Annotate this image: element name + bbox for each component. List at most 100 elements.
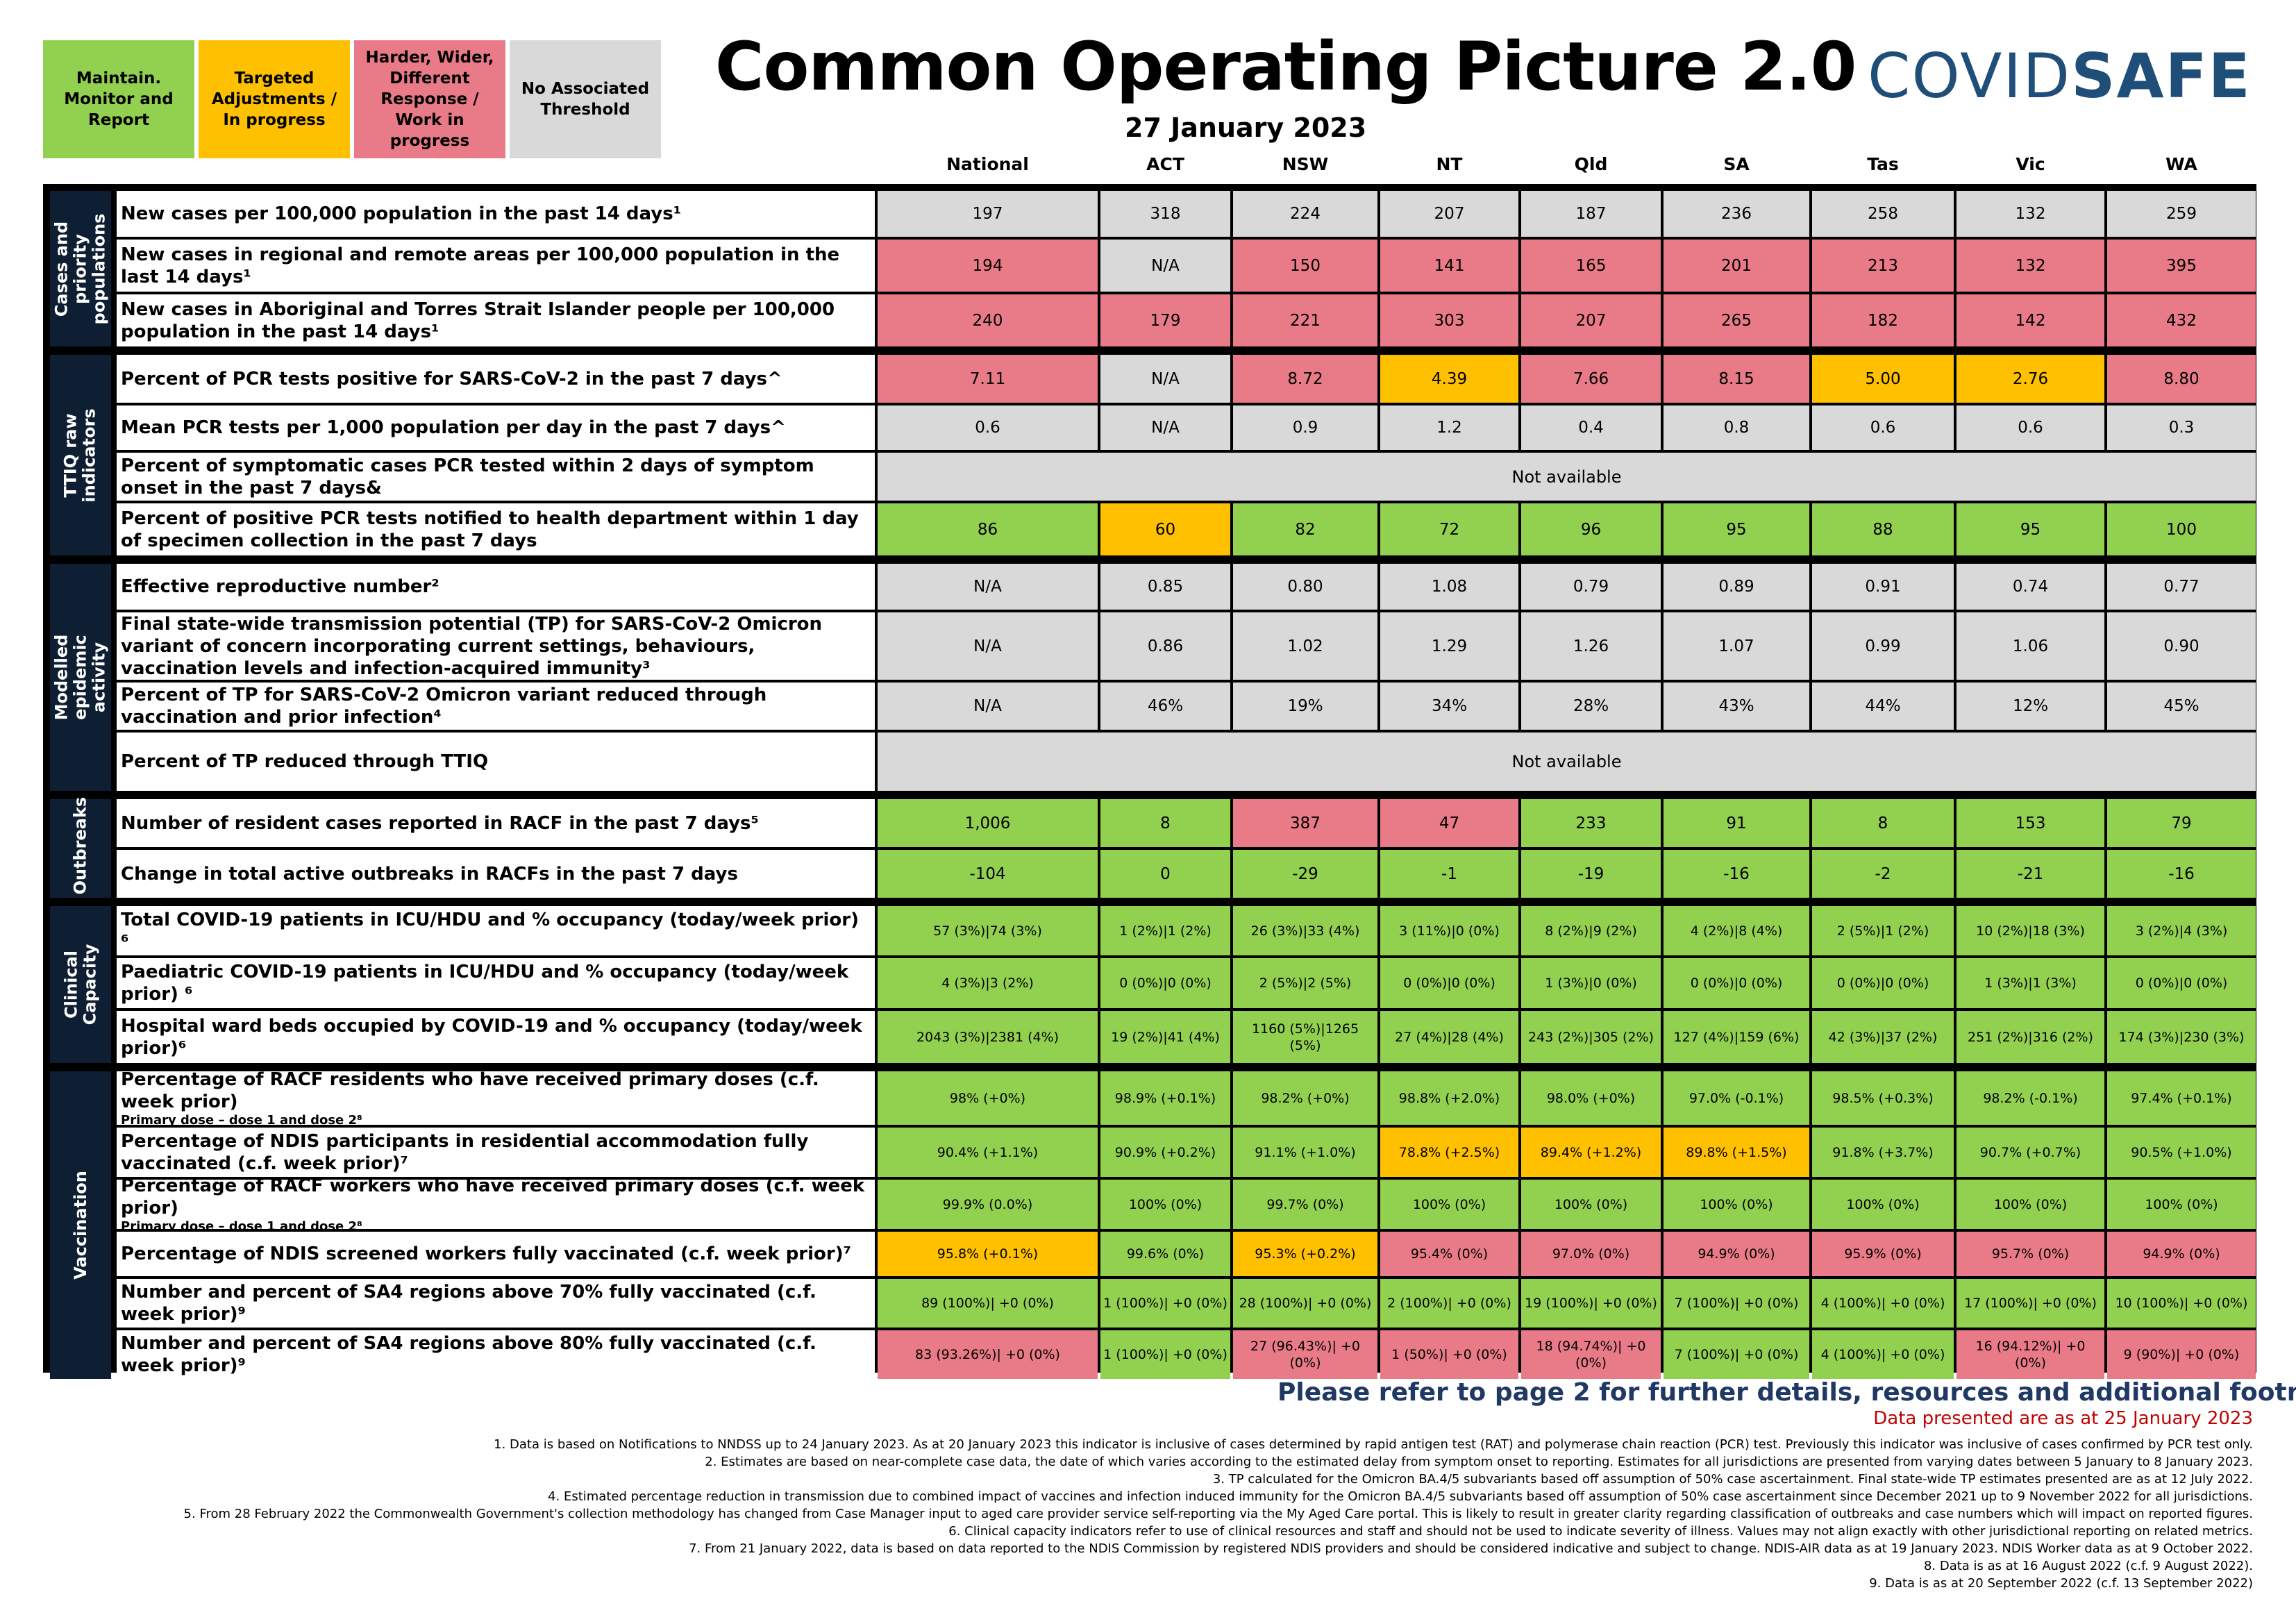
legend-item: No Associated Threshold: [510, 40, 661, 158]
data-cell: 90.7% (+0.7%): [1956, 1128, 2104, 1177]
data-cell: 174 (3%)|230 (3%): [2107, 1011, 2256, 1063]
data-cell: 259: [2107, 191, 2256, 237]
data-cell: 12%: [1956, 683, 2104, 730]
row-label: Effective reproductive number²: [117, 564, 875, 610]
data-cell: 243 (2%)|305 (2%): [1521, 1011, 1661, 1063]
data-cell: 18 (94.74%)| +0 (0%): [1521, 1330, 1661, 1379]
data-cell: 19%: [1233, 683, 1377, 730]
data-cell: 78.8% (+2.5%): [1380, 1128, 1518, 1177]
data-cell: 1.06: [1956, 612, 2104, 680]
table-row: Number and percent of SA4 regions above …: [117, 1279, 2259, 1328]
data-cell: 88: [1812, 503, 1954, 555]
table-row: Effective reproductive number² N/A 0.85 0.8…: [117, 564, 2259, 610]
data-cell: 99.6% (0%): [1100, 1232, 1230, 1276]
data-cell: 0.6: [878, 405, 1098, 450]
column-header: ACT: [1146, 154, 1184, 174]
data-cell: 251 (2%)|316 (2%): [1956, 1011, 2104, 1063]
data-cell: 0.85: [1100, 564, 1230, 610]
data-cell: N/A: [1100, 240, 1230, 292]
indicator-group: Cases and priority populations New cases …: [43, 191, 2256, 346]
page-title: Common Operating Picture 2.0: [715, 28, 1857, 106]
column-header: Vic: [2016, 154, 2045, 174]
data-cell: 2.76: [1956, 355, 2104, 403]
column-headers: National ACT NSW NT Qld SA Tas Vic WA: [876, 154, 2257, 174]
data-cell: 100% (0%): [1956, 1180, 2104, 1229]
data-cell: 194: [878, 240, 1098, 292]
data-cell: 1 (100%)| +0 (0%): [1100, 1279, 1230, 1328]
data-cell: 141: [1380, 240, 1518, 292]
table-row: Percent of TP reduced through TTIQ Not av…: [117, 733, 2256, 791]
data-cell: 0.6: [1956, 405, 2104, 450]
data-cell: 0.9: [1233, 405, 1377, 450]
data-cell: 94.9% (0%): [1664, 1232, 1809, 1276]
data-cell: 8: [1100, 799, 1230, 847]
data-cell: 98% (+0%): [878, 1071, 1098, 1125]
data-cell: 9 (90%)| +0 (0%): [2107, 1330, 2256, 1379]
data-cell: 318: [1100, 191, 1230, 237]
data-cell: 95.3% (+0.2%): [1233, 1232, 1377, 1276]
data-cell: 95: [1956, 503, 2104, 555]
row-label-text: Percentage of RACF workers who have rece…: [121, 1180, 865, 1219]
data-cell: 201: [1664, 240, 1809, 292]
data-cell: 1.08: [1380, 564, 1518, 610]
footnote: 4. Estimated percentage reduction in tra…: [548, 1489, 2253, 1504]
data-cell: 236: [1664, 191, 1809, 237]
data-cell: 4 (2%)|8 (4%): [1664, 906, 1809, 955]
data-cell: 127 (4%)|159 (6%): [1664, 1011, 1809, 1063]
not-available-cell: Not available: [878, 453, 2256, 501]
legend-item: Maintain. Monitor and Report: [43, 40, 194, 158]
footnote: 3. TP calculated for the Omicron BA.4/5 …: [1212, 1472, 2253, 1487]
data-cell: 90.4% (+1.1%): [878, 1128, 1098, 1177]
data-cell: 10 (2%)|18 (3%): [1956, 906, 2104, 955]
table-row: Percent of symptomatic cases PCR tested …: [117, 453, 2256, 501]
data-cell: 89 (100%)| +0 (0%): [878, 1279, 1098, 1328]
data-cell: -16: [2107, 850, 2256, 898]
data-cell: 387: [1233, 799, 1377, 847]
row-label: Percentage of RACF workers who have rece…: [117, 1180, 875, 1229]
group-label: Clinical Capacity: [50, 906, 111, 1063]
data-cell: 1.29: [1380, 612, 1518, 680]
data-cell: 94.9% (0%): [2107, 1232, 2256, 1276]
row-label-text: Percentage of NDIS screened workers full…: [121, 1244, 851, 1264]
data-cell: -2: [1812, 850, 1954, 898]
indicator-group: Modelled epidemic activity Effective repr…: [43, 564, 2256, 791]
data-cell: 95.4% (0%): [1380, 1232, 1518, 1276]
data-cell: 7.11: [878, 355, 1098, 403]
data-cell: 8.72: [1233, 355, 1377, 403]
data-cell: N/A: [1100, 355, 1230, 403]
data-cell: 95.9% (0%): [1812, 1232, 1954, 1276]
footnote: 2. Estimates are based on near-complete …: [705, 1455, 2253, 1469]
data-cell: -16: [1664, 850, 1809, 898]
data-as-at: Data presented are as at 25 January 2023: [1873, 1408, 2253, 1429]
footnote: 1. Data is based on Notifications to NND…: [494, 1437, 2253, 1452]
data-cell: 5.00: [1812, 355, 1954, 403]
group-label-text: Vaccination: [70, 1171, 90, 1280]
table-row: Percentage of RACF workers who have rece…: [117, 1180, 2259, 1229]
footnote: 8. Data is as at 16 August 2022 (c.f. 9 …: [1923, 1559, 2253, 1573]
row-label-text: New cases in regional and remote areas p…: [121, 244, 840, 287]
table-row: Percent of PCR tests positive for SARS-C…: [117, 355, 2259, 403]
data-cell: 98.0% (+0%): [1521, 1071, 1661, 1125]
table-row: Final state-wide transmission potential …: [117, 612, 2259, 680]
data-cell: 265: [1664, 294, 1809, 346]
logo-part-2: SAFE: [2071, 40, 2252, 112]
row-label-text: Total COVID-19 patients in ICU/HDU and %…: [121, 909, 860, 953]
group-label-text: TTIQ raw indicators: [61, 408, 99, 503]
data-cell: 100% (0%): [1380, 1180, 1518, 1229]
indicator-group: Vaccination Percentage of RACF residents …: [43, 1071, 2256, 1379]
not-available-cell: Not available: [878, 733, 2256, 791]
row-label-text: Percentage of RACF residents who have re…: [121, 1071, 819, 1112]
row-label: Hospital ward beds occupied by COVID-19 …: [117, 1011, 875, 1063]
group-label: TTIQ raw indicators: [50, 355, 111, 555]
table-row: Paediatric COVID-19 patients in ICU/HDU …: [117, 958, 2259, 1008]
footnote: 5. From 28 February 2022 the Commonwealt…: [183, 1507, 2253, 1521]
data-cell: 44%: [1812, 683, 1954, 730]
data-cell: 47: [1380, 799, 1518, 847]
data-cell: 0.8: [1664, 405, 1809, 450]
data-cell: 0 (0%)|0 (0%): [2107, 958, 2256, 1008]
row-label: New cases in regional and remote areas p…: [117, 240, 875, 292]
data-cell: 98.2% (-0.1%): [1956, 1071, 2104, 1125]
row-label: Number of resident cases reported in RAC…: [117, 799, 875, 847]
data-cell: 100% (0%): [1664, 1180, 1809, 1229]
footnote: 6. Clinical capacity indicators refer to…: [948, 1524, 2253, 1539]
